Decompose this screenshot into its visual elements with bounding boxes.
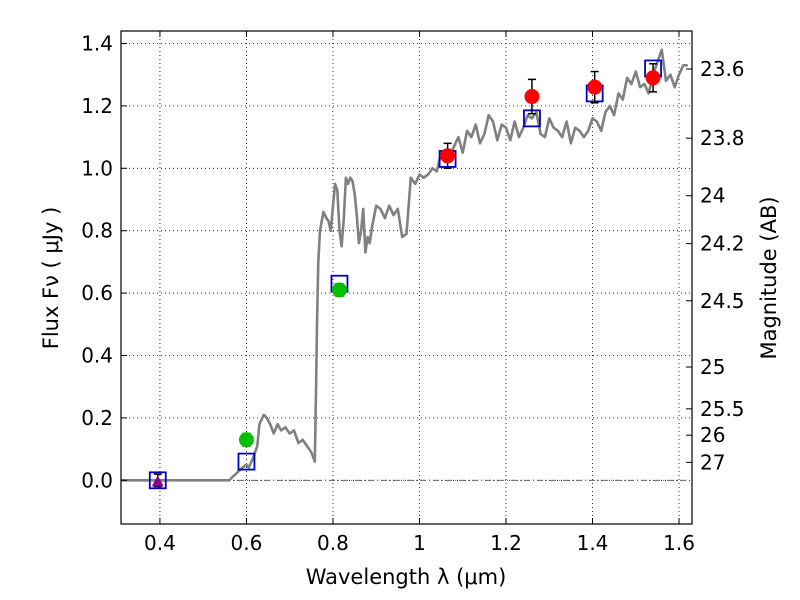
axis-ticks: 0.4 0.6 0.8 1 1.2 1.4 1.6 0.0 0.2 0.4 0.6 0.8 1.0 1.2… (81, 31, 745, 555)
y-tick-label: 1.0 (81, 156, 113, 180)
optical-flux-point (331, 282, 347, 298)
mag-tick-label: 25 (700, 355, 725, 379)
mag-tick-label: 25.5 (700, 397, 745, 421)
x-axis-label: Wavelength λ (μm) (306, 565, 507, 589)
nir-flux-point (645, 70, 661, 86)
mag-tick-label: 24 (700, 184, 725, 208)
nir-flux-point (587, 79, 603, 95)
model-photometry-square (148, 471, 167, 490)
model-sed (121, 48, 688, 482)
x-tick-label: 0.8 (317, 531, 349, 555)
x-tick-label: 1.6 (663, 531, 695, 555)
y-tick-label: 0.0 (81, 468, 113, 492)
x-tick-label: 1 (413, 531, 426, 555)
x-tick-label: 0.6 (231, 531, 263, 555)
y2-axis-label: Magnitude (AB) (757, 196, 781, 359)
y-tick-label: 0.2 (81, 406, 113, 430)
y-tick-label: 1.2 (81, 94, 113, 118)
x-tick-label: 1.2 (490, 531, 522, 555)
mag-tick-label: 23.6 (700, 57, 745, 81)
mag-tick-label: 26 (700, 423, 725, 447)
model-sed-line (121, 48, 688, 482)
nir-flux-point (524, 89, 540, 105)
nir-flux-point (440, 148, 456, 164)
grid (121, 31, 692, 524)
optical-flux-point (238, 432, 254, 448)
mag-tick-label: 27 (700, 450, 725, 474)
x-tick-label: 0.4 (144, 531, 176, 555)
x-tick-label: 1.4 (577, 531, 609, 555)
mag-tick-label: 23.8 (700, 126, 745, 150)
y-tick-label: 0.4 (81, 344, 113, 368)
model-photometry-square (237, 452, 256, 471)
plot-frame (120, 30, 693, 525)
y-tick-label: 0.6 (81, 281, 113, 305)
y-axis-label: Flux Fν ( μJy ) (39, 207, 63, 350)
mag-tick-label: 24.5 (700, 289, 745, 313)
y-tick-label: 0.8 (81, 219, 113, 243)
mag-tick-label: 24.2 (700, 232, 745, 256)
y-tick-label: 1.4 (81, 31, 113, 55)
photometry-points (148, 59, 662, 490)
upper-limit-triangle (151, 475, 164, 487)
